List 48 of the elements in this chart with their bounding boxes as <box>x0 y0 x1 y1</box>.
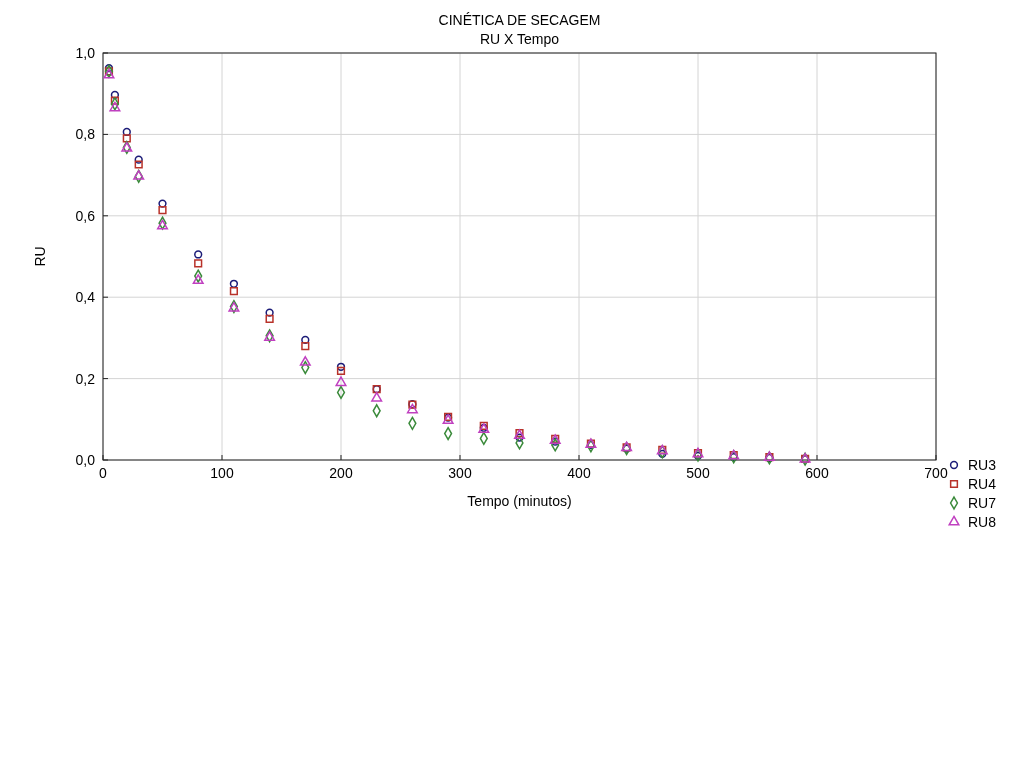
chart-title: CINÉTICA DE SECAGEM <box>438 12 601 28</box>
x-axis-title: Tempo (minutos) <box>467 493 572 509</box>
y-tick-label: 0,0 <box>75 452 96 468</box>
point <box>299 356 311 366</box>
x-tick-label: 300 <box>448 465 472 481</box>
y-tick-label: 1,0 <box>75 45 96 61</box>
point <box>192 274 204 285</box>
point <box>335 376 347 387</box>
point <box>229 279 239 288</box>
point <box>110 96 119 105</box>
point <box>515 433 524 442</box>
x-tick-label: 400 <box>567 465 591 481</box>
point <box>109 101 121 112</box>
point <box>301 335 310 345</box>
legend-label: RU3 <box>968 457 997 473</box>
y-axis-title: RU <box>32 246 48 267</box>
x-tick-label: 200 <box>329 465 353 481</box>
point <box>194 259 203 268</box>
x-tick-label: 500 <box>686 465 710 481</box>
point <box>158 206 167 215</box>
y-tick-label: 0,4 <box>75 289 96 306</box>
y-tick-label: 0,2 <box>75 370 96 387</box>
point <box>122 127 131 137</box>
point <box>265 314 274 323</box>
legend-label: RU8 <box>968 514 997 530</box>
x-tick-label: 0 <box>99 465 108 481</box>
y-tick-label: 0,6 <box>75 207 96 224</box>
point <box>265 308 274 317</box>
x-tick-label: 100 <box>210 465 234 481</box>
point <box>301 341 310 351</box>
point <box>122 134 131 143</box>
point <box>194 250 203 259</box>
legend-label: RU7 <box>968 495 997 511</box>
point <box>134 160 143 169</box>
x-tick-label: 700 <box>924 465 948 481</box>
y-tick-label: 0,8 <box>75 126 96 143</box>
point <box>134 155 143 164</box>
chart-subtitle: RU X Tempo <box>479 31 560 47</box>
point <box>406 403 418 414</box>
legend-label: RU4 <box>968 476 997 492</box>
point <box>336 366 346 375</box>
point <box>110 90 120 100</box>
point <box>336 362 346 371</box>
point <box>229 286 238 296</box>
point <box>658 449 667 459</box>
x-tick-label: 600 <box>805 465 829 481</box>
point <box>158 199 167 208</box>
point <box>371 391 383 402</box>
